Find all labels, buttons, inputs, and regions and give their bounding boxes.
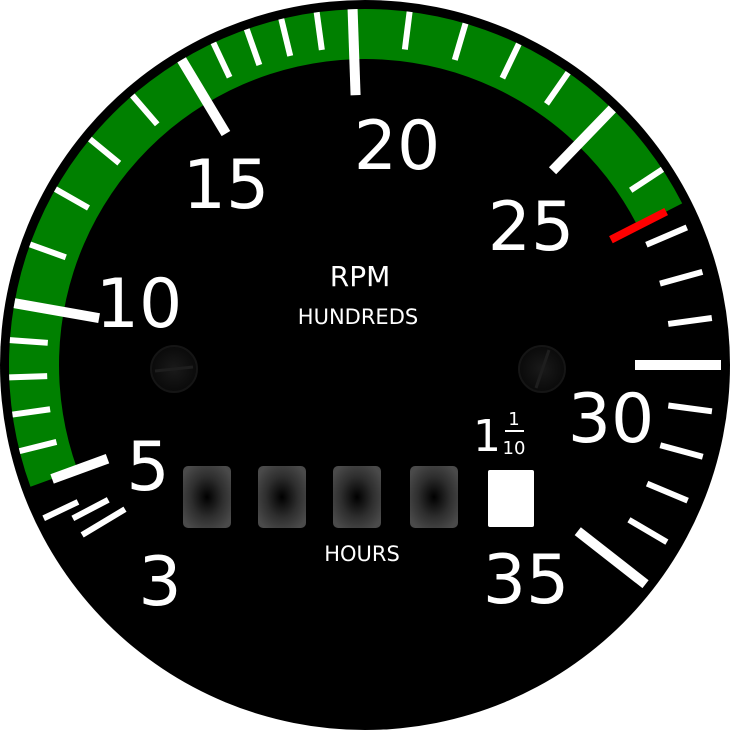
minor-tick [80, 506, 127, 538]
redline-tick [609, 207, 668, 244]
minor-tick [645, 480, 689, 504]
counter-wheel [258, 466, 306, 528]
minor-tick [42, 499, 80, 521]
minor-tick [243, 28, 263, 67]
minor-tick [629, 166, 665, 193]
scale-label-10: 10 [96, 265, 183, 344]
tenths-marker: 1 1 10 [473, 409, 525, 462]
tick-marks [9, 9, 721, 589]
gauge-title: RPM [330, 260, 391, 293]
major-tick [347, 9, 361, 96]
minor-tick [667, 315, 713, 327]
minor-tick [313, 11, 325, 51]
minor-tick [645, 224, 689, 248]
minor-tick [130, 93, 160, 127]
minor-tick [659, 442, 704, 460]
scale-label-3: 3 [138, 543, 181, 622]
major-tick [548, 105, 616, 175]
hours-label: HOURS [324, 542, 400, 566]
scale-label-30: 30 [568, 380, 655, 459]
screw-left [150, 345, 198, 393]
scale-label-15: 15 [183, 146, 270, 225]
minor-tick [12, 406, 51, 418]
minor-tick [9, 337, 48, 346]
minor-tick [18, 439, 58, 455]
screw-right [518, 345, 566, 393]
scale-label-25: 25 [488, 188, 575, 267]
scale-label-35: 35 [483, 541, 570, 620]
scale-label-20: 20 [354, 107, 441, 186]
minor-tick [88, 136, 122, 166]
minor-tick [659, 268, 704, 287]
gauge-subtitle: HUNDREDS [298, 305, 418, 329]
tenths-wheel [488, 470, 534, 527]
tenths-numerator: 1 [508, 409, 519, 430]
minor-tick [71, 497, 110, 522]
screw-slot [534, 349, 551, 389]
minor-tick [9, 373, 48, 381]
minor-tick [627, 517, 669, 545]
minor-tick [210, 41, 233, 79]
major-tick [50, 454, 110, 484]
counter-wheel [333, 466, 381, 528]
tenths-whole: 1 [473, 411, 501, 462]
screw-slot [154, 365, 194, 373]
minor-tick [53, 186, 90, 211]
minor-tick [544, 70, 571, 106]
counter-wheel [183, 466, 231, 528]
hour-meter [183, 466, 534, 528]
minor-tick [499, 42, 522, 80]
minor-tick [29, 241, 67, 261]
minor-tick [278, 18, 294, 57]
minor-tick [401, 11, 413, 50]
scale-label-5: 5 [126, 428, 169, 507]
minor-tick [667, 402, 713, 415]
major-tick [13, 298, 100, 324]
counter-wheel [410, 466, 458, 528]
major-tick [574, 527, 649, 589]
major-tick [177, 57, 231, 137]
tenths-denominator: 10 [503, 438, 526, 459]
minor-tick [451, 22, 469, 61]
